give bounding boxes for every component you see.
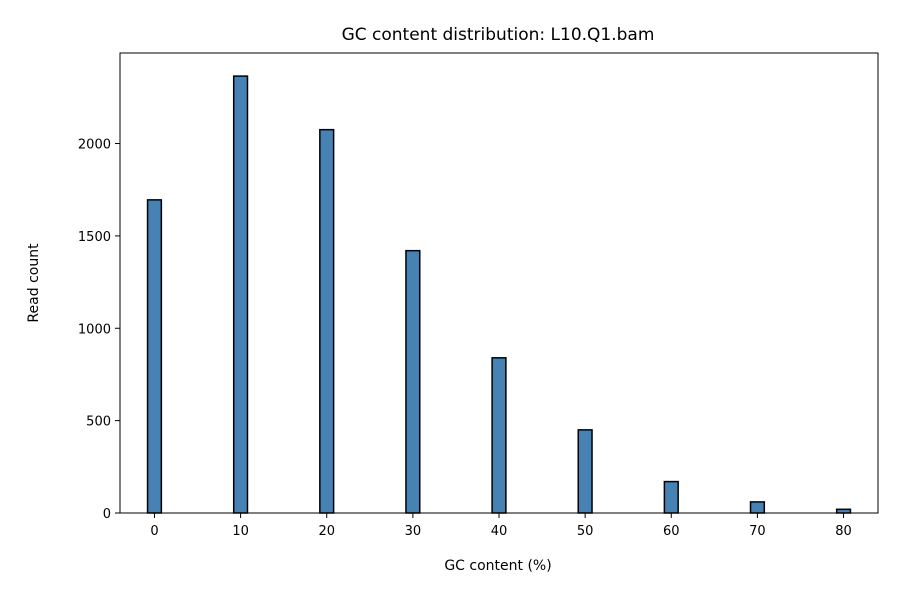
bar-gc-80 — [835, 508, 852, 514]
bar-gc-70 — [749, 501, 766, 514]
x-axis-label: GC content (%) — [444, 558, 551, 574]
y-tick-label: 2000 — [78, 138, 111, 153]
x-tick-label: 0 — [150, 524, 158, 539]
bar-gc-40 — [491, 357, 507, 514]
y-tick-label: 1500 — [78, 230, 111, 245]
bar-gc-20 — [319, 128, 335, 514]
bar-gc-10 — [232, 75, 249, 514]
x-tick-label: 80 — [835, 524, 852, 539]
x-tick-label: 30 — [405, 524, 422, 539]
x-tick-label: 20 — [318, 524, 335, 539]
bar-gc-0 — [146, 199, 163, 514]
x-tick-label: 60 — [663, 524, 680, 539]
chart-title: GC content distribution: L10.Q1.bam — [342, 25, 655, 45]
y-tick-label: 0 — [103, 507, 111, 522]
x-tick-label: 50 — [577, 524, 594, 539]
y-axis: 0 500 1000 1500 2000 — [78, 138, 120, 522]
bar-gc-50 — [577, 429, 593, 514]
x-tick-label: 70 — [749, 524, 766, 539]
bar-gc-30 — [405, 249, 421, 514]
y-axis-label: Read count — [26, 243, 42, 323]
x-tick-label: 10 — [232, 524, 249, 539]
x-tick-label: 40 — [491, 524, 508, 539]
y-tick-label: 500 — [86, 415, 111, 430]
bar-gc-60 — [663, 480, 679, 514]
y-tick-label: 1000 — [78, 322, 111, 337]
bars-group — [146, 75, 852, 514]
x-axis: 0 10 20 30 40 50 60 70 80 — [150, 513, 852, 539]
